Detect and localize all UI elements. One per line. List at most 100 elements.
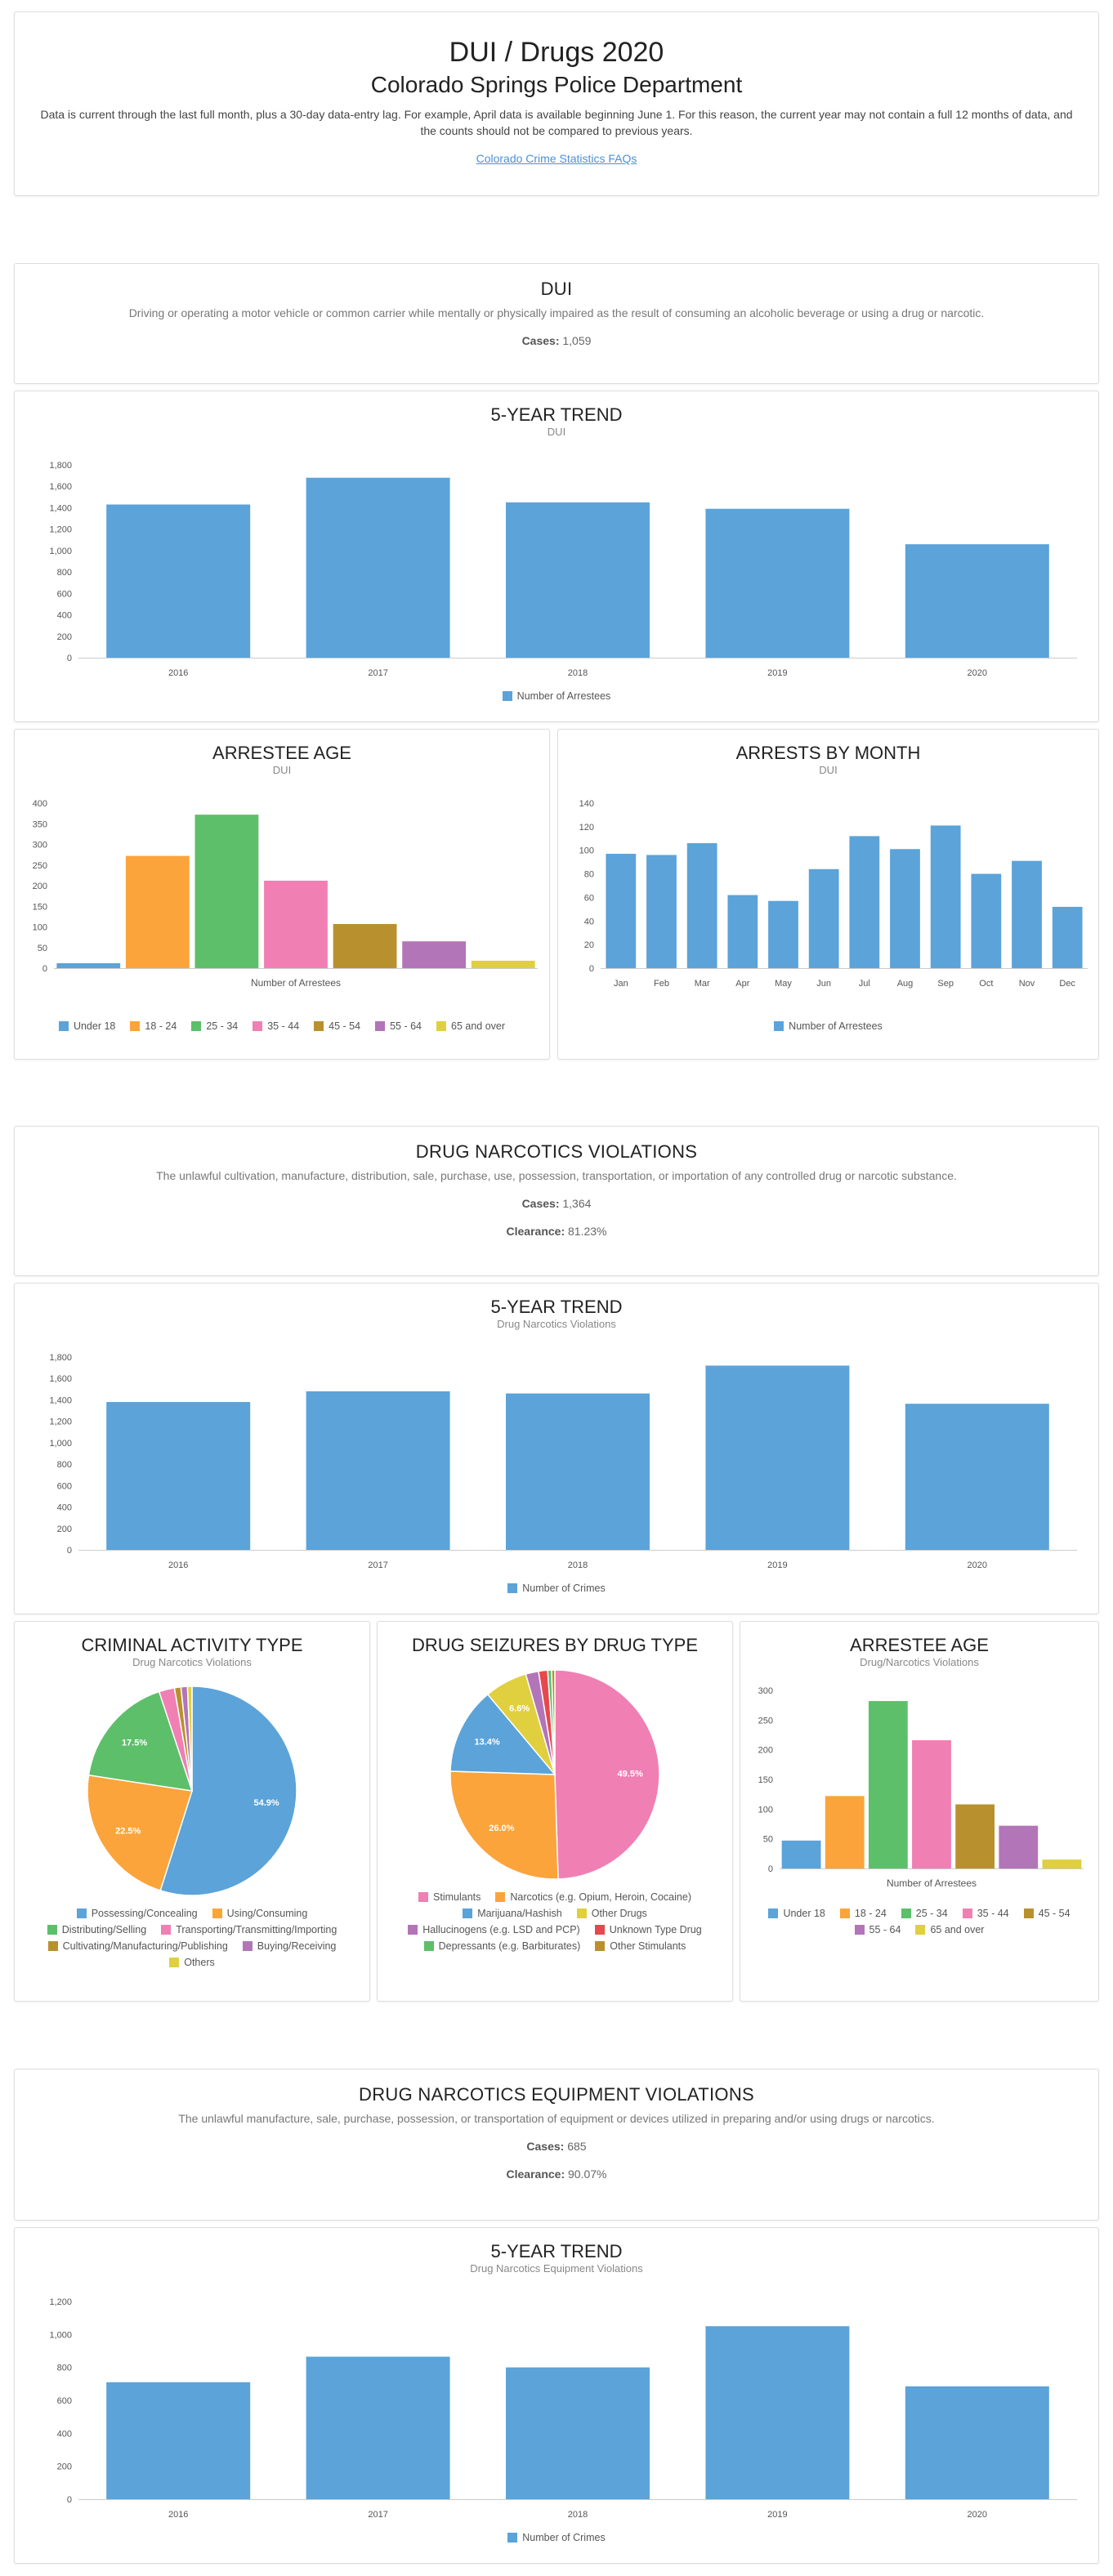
bar[interactable] (106, 2382, 251, 2499)
chart-title: CRIMINAL ACTIVITY TYPE (81, 1635, 303, 1655)
pie-slice[interactable] (87, 1690, 194, 1792)
legend-item[interactable]: Cultivating/Manufacturing/Publishing (47, 1940, 228, 1952)
legend-item[interactable]: Buying/Receiving (242, 1940, 337, 1952)
legend-item[interactable]: 55 - 64 (854, 1924, 901, 1935)
page-subtitle: Colorado Springs Police Department (370, 72, 743, 97)
drug-trend-legend: Number of Crimes (15, 1583, 1098, 1594)
legend-label: Buying/Receiving (257, 1940, 337, 1952)
bar[interactable] (781, 1840, 821, 1868)
bar[interactable] (506, 2367, 650, 2499)
bar[interactable] (955, 1804, 995, 1868)
bar[interactable] (705, 2326, 850, 2499)
pie-slice[interactable] (159, 1685, 297, 1896)
bar[interactable] (606, 854, 637, 968)
bar[interactable] (849, 836, 880, 968)
bar[interactable] (106, 1402, 251, 1550)
bar[interactable] (930, 825, 961, 968)
legend-item[interactable]: 25 - 34 (191, 1020, 238, 1032)
legend-item[interactable]: 55 - 64 (375, 1020, 422, 1032)
legend-item[interactable]: 18 - 24 (839, 1908, 887, 1919)
legend-swatch (191, 1021, 202, 1031)
bar[interactable] (905, 2386, 1049, 2499)
bar[interactable] (890, 849, 920, 968)
legend-item[interactable]: Depressants (e.g. Barbiturates) (423, 1940, 580, 1952)
legend-item[interactable]: Number of Arrestees (774, 1020, 883, 1032)
x-tick-label: 2017 (368, 668, 387, 678)
pie-slice[interactable] (449, 1770, 559, 1880)
bar[interactable] (912, 1740, 951, 1868)
bar[interactable] (194, 815, 259, 968)
y-tick-label: 1,800 (49, 1353, 72, 1363)
equip-title: DRUG NARCOTICS EQUIPMENT VIOLATIONS (359, 2084, 754, 2105)
legend-item[interactable]: 25 - 34 (901, 1908, 948, 1919)
legend-item[interactable]: Narcotics (e.g. Opium, Heroin, Cocaine) (495, 1891, 691, 1903)
legend-item[interactable]: 45 - 54 (1023, 1908, 1071, 1919)
bar[interactable] (306, 1391, 450, 1550)
bar[interactable] (705, 508, 850, 658)
legend-item[interactable]: 45 - 54 (314, 1020, 360, 1032)
bar[interactable] (264, 880, 328, 968)
bar[interactable] (471, 960, 535, 968)
bar[interactable] (768, 900, 798, 968)
legend-item[interactable]: Possessing/Concealing (76, 1908, 198, 1919)
y-tick-label: 1,400 (49, 503, 72, 513)
bar[interactable] (333, 923, 397, 968)
legend-item[interactable]: Under 18 (768, 1908, 825, 1919)
legend-item[interactable]: Under 18 (58, 1020, 115, 1032)
bar[interactable] (125, 855, 190, 968)
bar[interactable] (106, 504, 251, 658)
legend-item[interactable]: Other Stimulants (595, 1940, 686, 1952)
bar[interactable] (56, 962, 121, 968)
bar[interactable] (1012, 860, 1042, 968)
legend-swatch (595, 1941, 606, 1951)
bar[interactable] (646, 855, 677, 968)
legend-item[interactable]: Number of Crimes (507, 2532, 606, 2543)
bar[interactable] (905, 544, 1049, 658)
legend-item[interactable]: Number of Crimes (507, 1583, 606, 1594)
bar[interactable] (686, 843, 717, 968)
legend-item[interactable]: Unknown Type Drug (594, 1924, 702, 1935)
bar[interactable] (1052, 906, 1083, 968)
legend-item[interactable]: Other Drugs (576, 1908, 647, 1919)
pie-slice[interactable] (449, 1693, 556, 1775)
bar[interactable] (868, 1701, 908, 1868)
bar[interactable] (705, 1365, 850, 1550)
bar[interactable] (306, 2356, 450, 2499)
bar[interactable] (905, 1404, 1049, 1550)
legend-item[interactable]: Transporting/Transmitting/Importing (161, 1924, 337, 1935)
page-title: DUI / Drugs 2020 (449, 37, 664, 68)
bar[interactable] (306, 477, 450, 658)
y-tick-label: 1,000 (49, 2330, 72, 2340)
pie-slice[interactable] (551, 1669, 556, 1775)
legend-item[interactable]: 65 and over (436, 1020, 505, 1032)
bar[interactable] (808, 868, 839, 968)
data-note: Data is current through the last full mo… (40, 108, 1073, 137)
pie-slice[interactable] (554, 1669, 660, 1880)
dui-month-legend: Number of Arrestees (558, 1020, 1098, 1032)
legend-item[interactable]: Stimulants (418, 1891, 481, 1903)
dui-trend-card: 5-YEAR TREND DUI 0 200 400 600 800 1,000 1,200… (14, 391, 1099, 722)
chart-title: ARRESTEE AGE (212, 743, 351, 763)
legend-item[interactable]: 35 - 44 (253, 1020, 299, 1032)
legend-item[interactable]: Distributing/Selling (47, 1924, 146, 1935)
pie-slice[interactable] (87, 1774, 193, 1891)
bar[interactable] (402, 941, 467, 968)
legend-item[interactable]: Marijuana/Hashish (463, 1908, 562, 1919)
legend-item[interactable]: Using/Consuming (212, 1908, 307, 1919)
chart-subtitle: Drug/Narcotics Violations (860, 1656, 979, 1668)
bar[interactable] (971, 873, 1002, 968)
legend-item[interactable]: Others (169, 1957, 215, 1968)
bar[interactable] (1042, 1859, 1082, 1868)
legend-item[interactable]: Number of Arrestees (502, 690, 610, 702)
faq-link[interactable]: Colorado Crime Statistics FAQs (476, 152, 637, 165)
bar[interactable] (727, 895, 758, 968)
bar[interactable] (999, 1825, 1039, 1868)
bar[interactable] (825, 1796, 865, 1868)
legend-item[interactable]: 18 - 24 (130, 1020, 177, 1032)
bar[interactable] (506, 502, 650, 658)
legend-item[interactable]: 35 - 44 (962, 1908, 1009, 1919)
legend-item[interactable]: Hallucinogens (e.g. LSD and PCP) (408, 1924, 580, 1935)
bar[interactable] (506, 1393, 650, 1550)
legend-item[interactable]: 65 and over (915, 1924, 984, 1935)
pie-slice[interactable] (186, 1685, 193, 1792)
